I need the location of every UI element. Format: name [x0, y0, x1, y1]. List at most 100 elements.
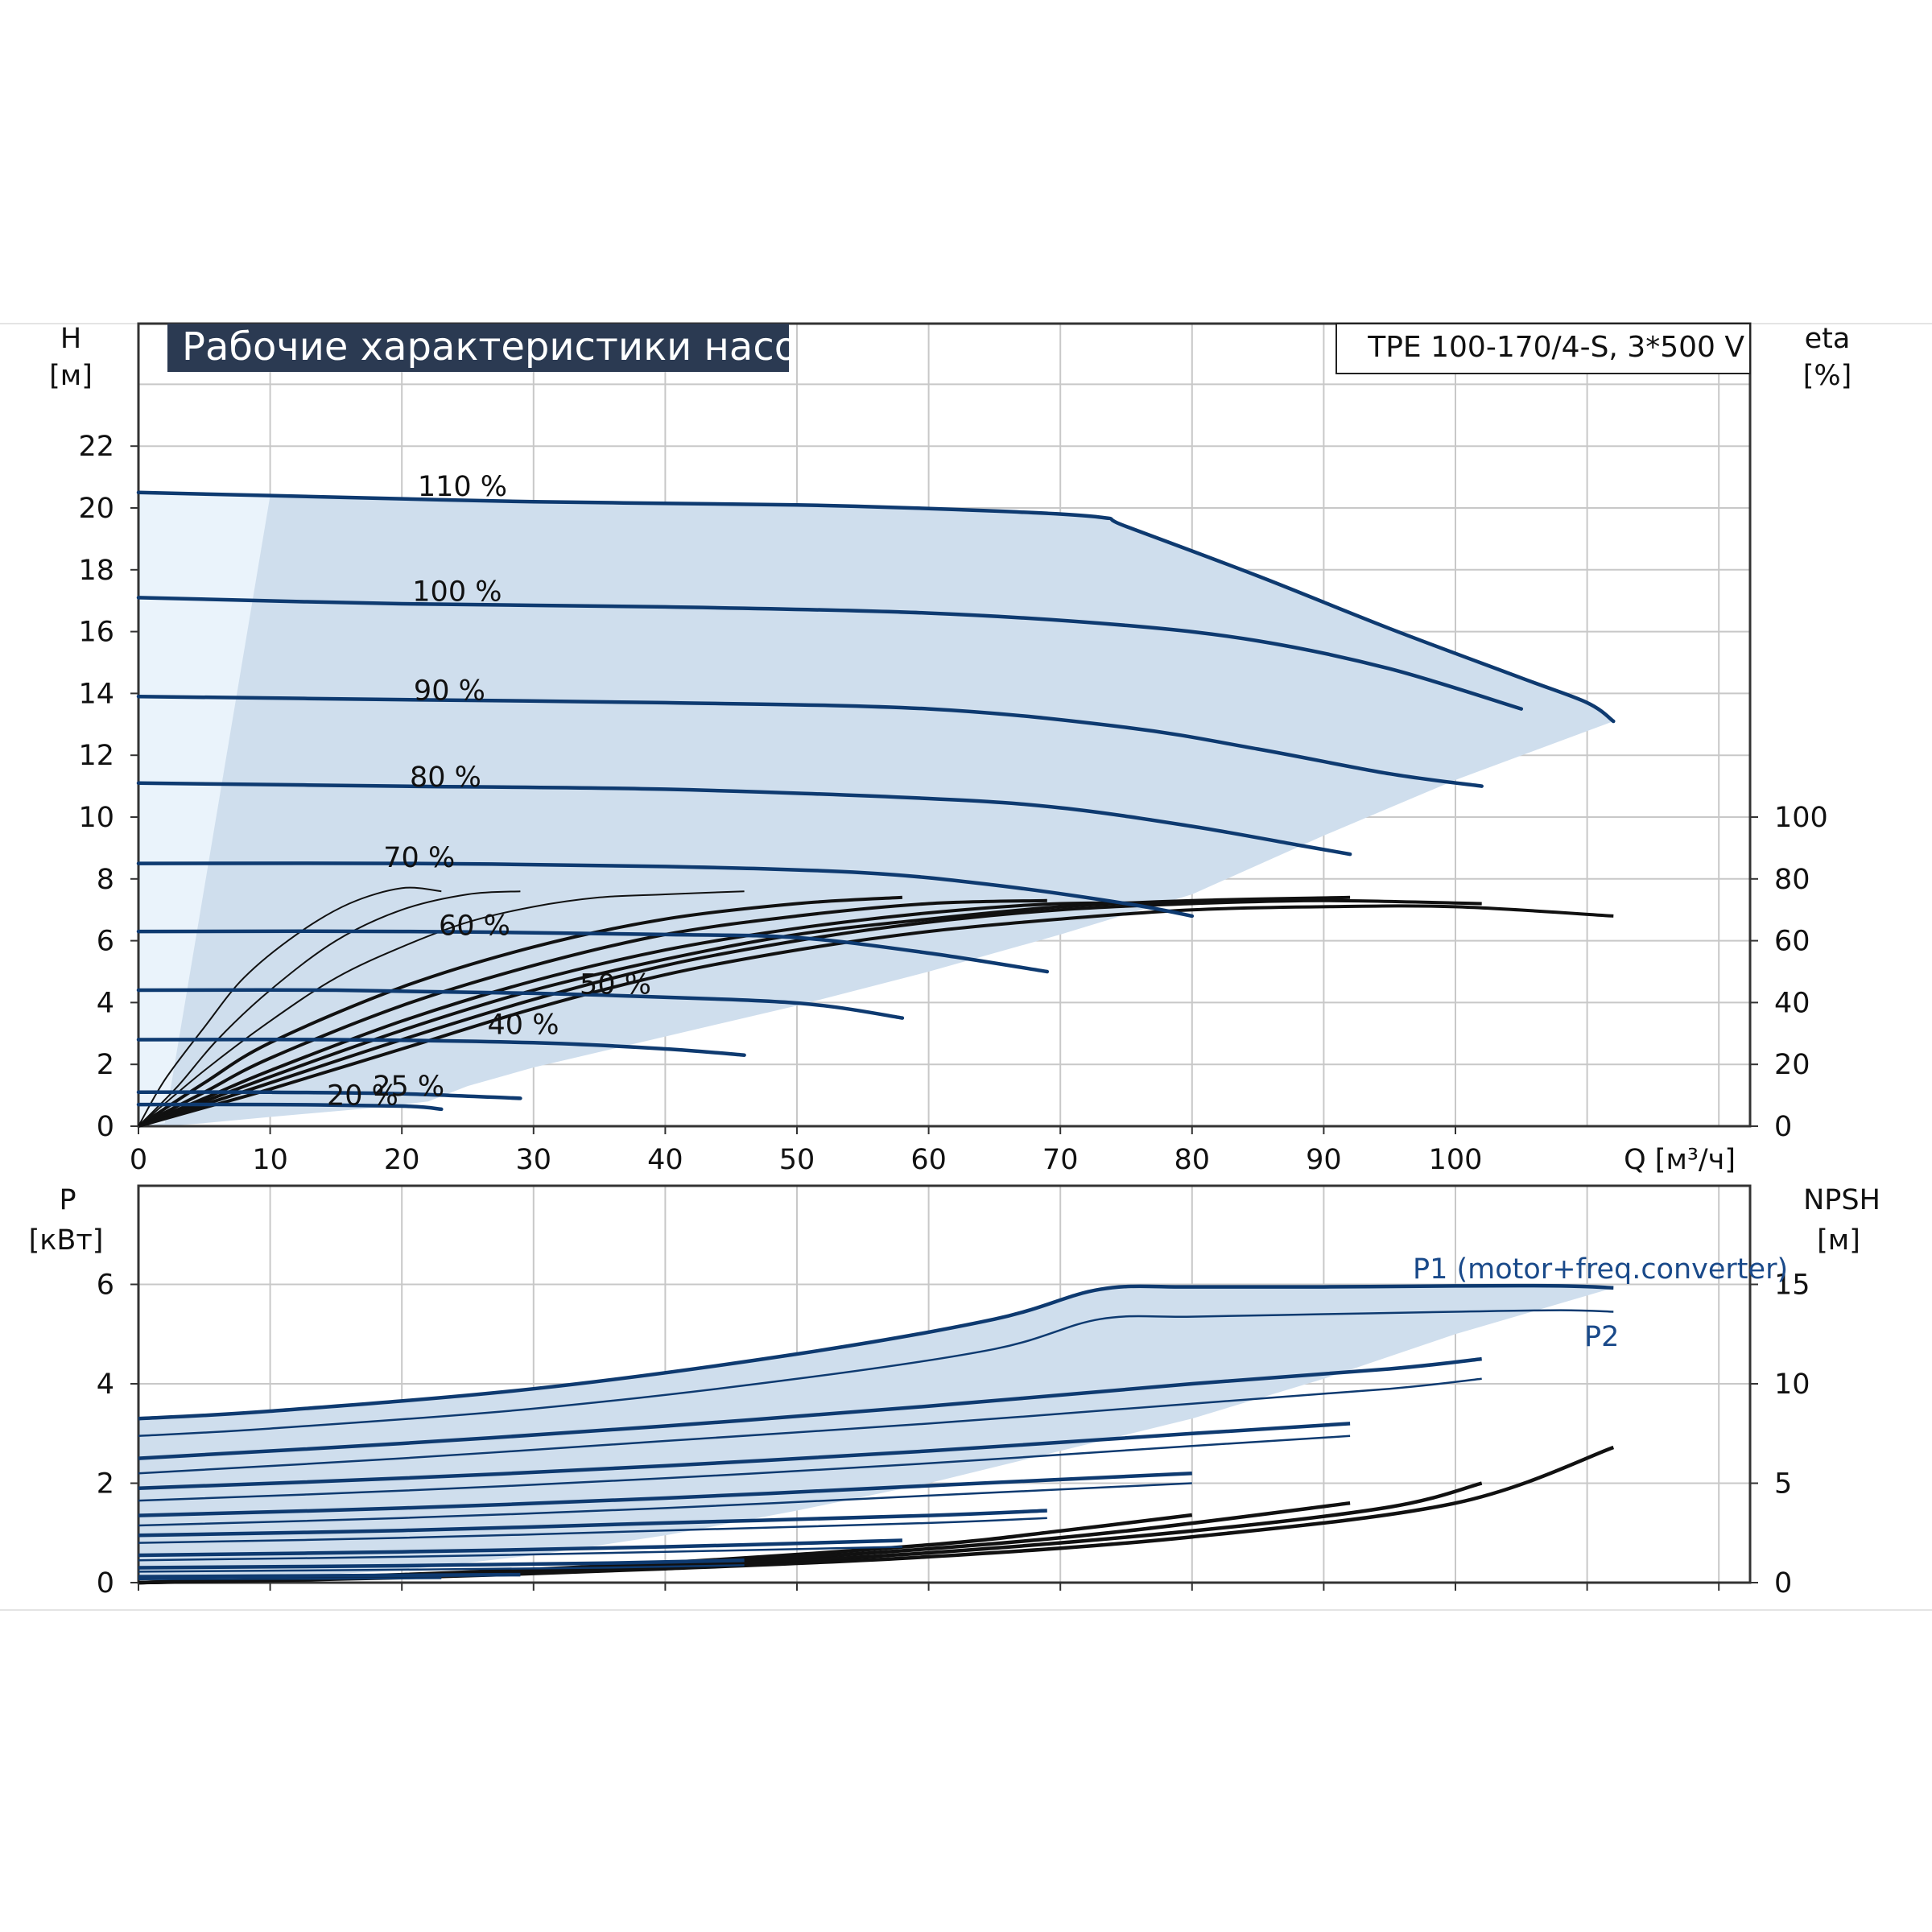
speed-label-90: 90 %	[414, 675, 485, 708]
npsh-tick-label: 10	[1774, 1368, 1810, 1401]
speed-label-40: 40 %	[488, 1009, 559, 1041]
power-tick-label: 4	[97, 1368, 114, 1401]
head-tick-label: 8	[97, 864, 114, 896]
power-curve	[138, 1509, 1047, 1538]
power-tick-label: 6	[97, 1269, 114, 1302]
flow-tick-label: 0	[130, 1144, 147, 1176]
model-label: TPE 100-170/4-S, 3*500 V	[1367, 331, 1744, 364]
speed-label-110: 110 %	[418, 471, 507, 503]
head-efficiency-panel: 110 %100 %90 %80 %70 %60 %50 %40 %25 %20…	[78, 322, 1828, 1176]
flow-tick-label: 20	[384, 1144, 420, 1176]
head-tick-label: 6	[97, 926, 114, 958]
head-curve-60-percent	[136, 929, 1050, 974]
power-tick-label: 0	[97, 1567, 114, 1600]
flow-tick-label: 40	[647, 1144, 683, 1176]
head-tick-label: 2	[97, 1049, 114, 1081]
flow-tick-label: 70	[1042, 1144, 1079, 1176]
head-tick-label: 10	[78, 802, 114, 834]
npsh-axis-label: NPSH	[1803, 1184, 1880, 1216]
power-curve	[138, 1422, 1351, 1490]
npsh-tick-label: 5	[1774, 1468, 1792, 1501]
flow-tick-label: 10	[252, 1144, 288, 1176]
power-curve	[138, 1356, 1482, 1460]
flow-tick-label: 60	[910, 1144, 947, 1176]
efficiency-curve	[138, 890, 745, 1127]
head-tick-label: 4	[97, 987, 114, 1019]
head-curve-25-percent	[136, 1090, 522, 1100]
head-axis-unit: [м]	[49, 360, 93, 392]
power-ticks: 0 2 4 6 0 5 10 15	[97, 1269, 1810, 1600]
speed-label-50: 50 %	[580, 968, 651, 1001]
power-axis-unit: [кВт]	[29, 1224, 104, 1257]
head-tick-label: 0	[97, 1111, 114, 1143]
flow-tick-label: 50	[779, 1144, 815, 1176]
chart-title-box	[167, 324, 789, 372]
efficiency-curve	[138, 901, 1192, 1128]
speed-label-80: 80 %	[410, 762, 481, 794]
speed-label-60: 60 %	[439, 910, 510, 942]
operating-area	[138, 492, 1614, 1126]
efficiency-curve	[138, 904, 1614, 1128]
power-tick-label: 2	[97, 1468, 114, 1501]
power-curve	[138, 1377, 1482, 1475]
head-ticks: 0 2 4 6 8 10 12 14 16 18 20 22 0 20 40 60 80 100 0 10 20 30 40…	[78, 431, 1827, 1176]
head-curve-70-percent	[136, 861, 1195, 919]
eta-tick-label: 100	[1774, 802, 1828, 834]
head-tick-label: 18	[78, 555, 114, 587]
head-curve-90-percent	[136, 694, 1484, 788]
model-label-box	[1335, 323, 1751, 374]
efficiency-curve	[138, 898, 1482, 1128]
eta-tick-label: 40	[1774, 987, 1810, 1019]
chart-title: Рабочие характеристики насоса	[182, 324, 843, 369]
head-axis-label: H	[60, 323, 81, 355]
speed-label-25: 25 %	[373, 1071, 444, 1103]
efficiency-curve	[137, 895, 903, 1128]
speed-label-20: 20 %	[327, 1080, 398, 1113]
efficiency-curve	[138, 886, 442, 1127]
head-tick-label: 16	[78, 617, 114, 649]
npsh-tick-label: 15	[1774, 1269, 1810, 1302]
efficiency-curve	[138, 890, 521, 1127]
head-curve-80-percent	[136, 781, 1352, 857]
p2-curve	[138, 1309, 1614, 1438]
p2-series-label: P2	[1584, 1321, 1619, 1353]
p1-series-label: P1 (motor+freq.converter)	[1413, 1253, 1788, 1286]
flow-tick-label: 80	[1174, 1144, 1211, 1176]
power-axis-label: P	[59, 1184, 76, 1216]
power-curve	[138, 1482, 1192, 1527]
low-flow-area	[138, 492, 270, 1126]
flow-axis-label: Q [м³/ч]	[1624, 1144, 1736, 1176]
eta-tick-label: 60	[1774, 926, 1810, 958]
head-curve-50-percent	[136, 988, 905, 1020]
head-tick-label: 12	[78, 740, 114, 772]
flow-tick-label: 90	[1306, 1144, 1342, 1176]
power-curve	[138, 1471, 1192, 1517]
power-curve	[138, 1517, 1047, 1544]
power-curve	[138, 1572, 521, 1579]
power-curves	[138, 1283, 1614, 1580]
head-curve-110-percent	[136, 490, 1616, 724]
npsh-tick-label: 0	[1774, 1567, 1792, 1600]
flow-tick-label: 100	[1429, 1144, 1483, 1176]
speed-label-100: 100 %	[412, 576, 502, 609]
head-curve-40-percent	[136, 1037, 746, 1057]
head-tick-label: 20	[78, 493, 114, 525]
power-curve	[138, 1546, 902, 1562]
head-tick-label: 22	[78, 431, 114, 463]
power-operating-area	[138, 1286, 1614, 1583]
head-tick-label: 14	[78, 678, 114, 710]
eta-tick-label: 20	[1774, 1049, 1810, 1081]
power-curve	[138, 1435, 1351, 1502]
power-curve	[138, 1564, 745, 1573]
power-curve	[138, 1577, 442, 1580]
head-curves	[136, 490, 1616, 1112]
power-curve	[138, 1538, 902, 1558]
power-npsh-panel: 0 2 4 6 0 5 10 15	[97, 1184, 1810, 1600]
efficiency-curve	[138, 898, 1047, 1128]
flow-tick-label: 30	[516, 1144, 552, 1176]
head-curve-100-percent	[136, 596, 1524, 711]
p1-curve	[138, 1283, 1614, 1421]
eta-tick-label: 80	[1774, 864, 1810, 896]
power-curve	[138, 1558, 745, 1570]
